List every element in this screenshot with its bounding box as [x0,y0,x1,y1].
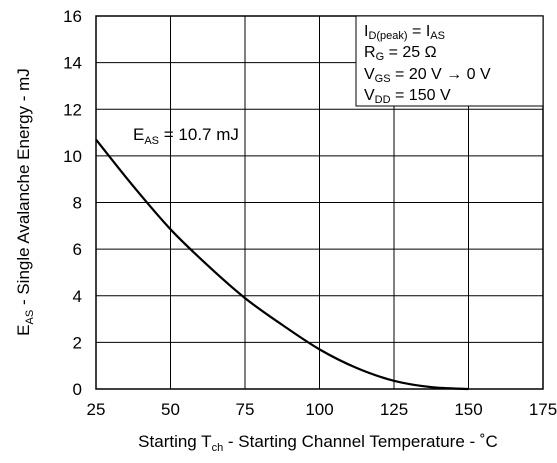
y-tick-label: 16 [63,7,82,26]
y-tick-label: 10 [63,147,82,166]
x-tick-label: 100 [305,400,333,419]
x-tick-label: 75 [236,400,255,419]
x-tick-label: 25 [87,400,106,419]
condition-id: ID(peak) = IAS [364,23,445,42]
x-tick-label: 50 [161,400,180,419]
y-tick-label: 14 [63,54,82,73]
x-tick-label: 150 [454,400,482,419]
y-tick-label: 4 [73,287,82,306]
condition-rg: RG = 25 Ω [364,44,437,63]
y-tick-label: 12 [63,100,82,119]
eas-annotation: EAS = 10.7 mJ [133,125,239,147]
grid-lines [96,16,543,389]
series-curve [95,138,469,391]
x-tick-label: 175 [529,400,557,419]
x-axis-label: Starting Tch - Starting Channel Temperat… [138,432,498,454]
condition-vgs: VGS = 20 V → 0 V [364,66,491,85]
plot-frame [95,15,544,390]
y-tick-label: 0 [73,380,82,399]
series-line [95,138,469,391]
conditions-box: ID(peak) = IAS RG = 25 Ω VGS = 20 V → 0 … [355,15,544,107]
y-axis-label: EAS - Single Avalanche Energy - mJ [14,68,36,336]
x-tick-label: 125 [380,400,408,419]
y-tick-label: 6 [73,240,82,259]
x-tick-labels: 25 50 75 100 125 150 175 [87,400,557,419]
conditions-box-frame [355,15,544,107]
condition-vdd: VDD = 150 V [364,87,451,106]
y-tick-label: 2 [73,333,82,352]
y-tick-label: 8 [73,194,82,213]
y-tick-labels: 0 2 4 6 8 10 12 14 16 [63,7,82,399]
